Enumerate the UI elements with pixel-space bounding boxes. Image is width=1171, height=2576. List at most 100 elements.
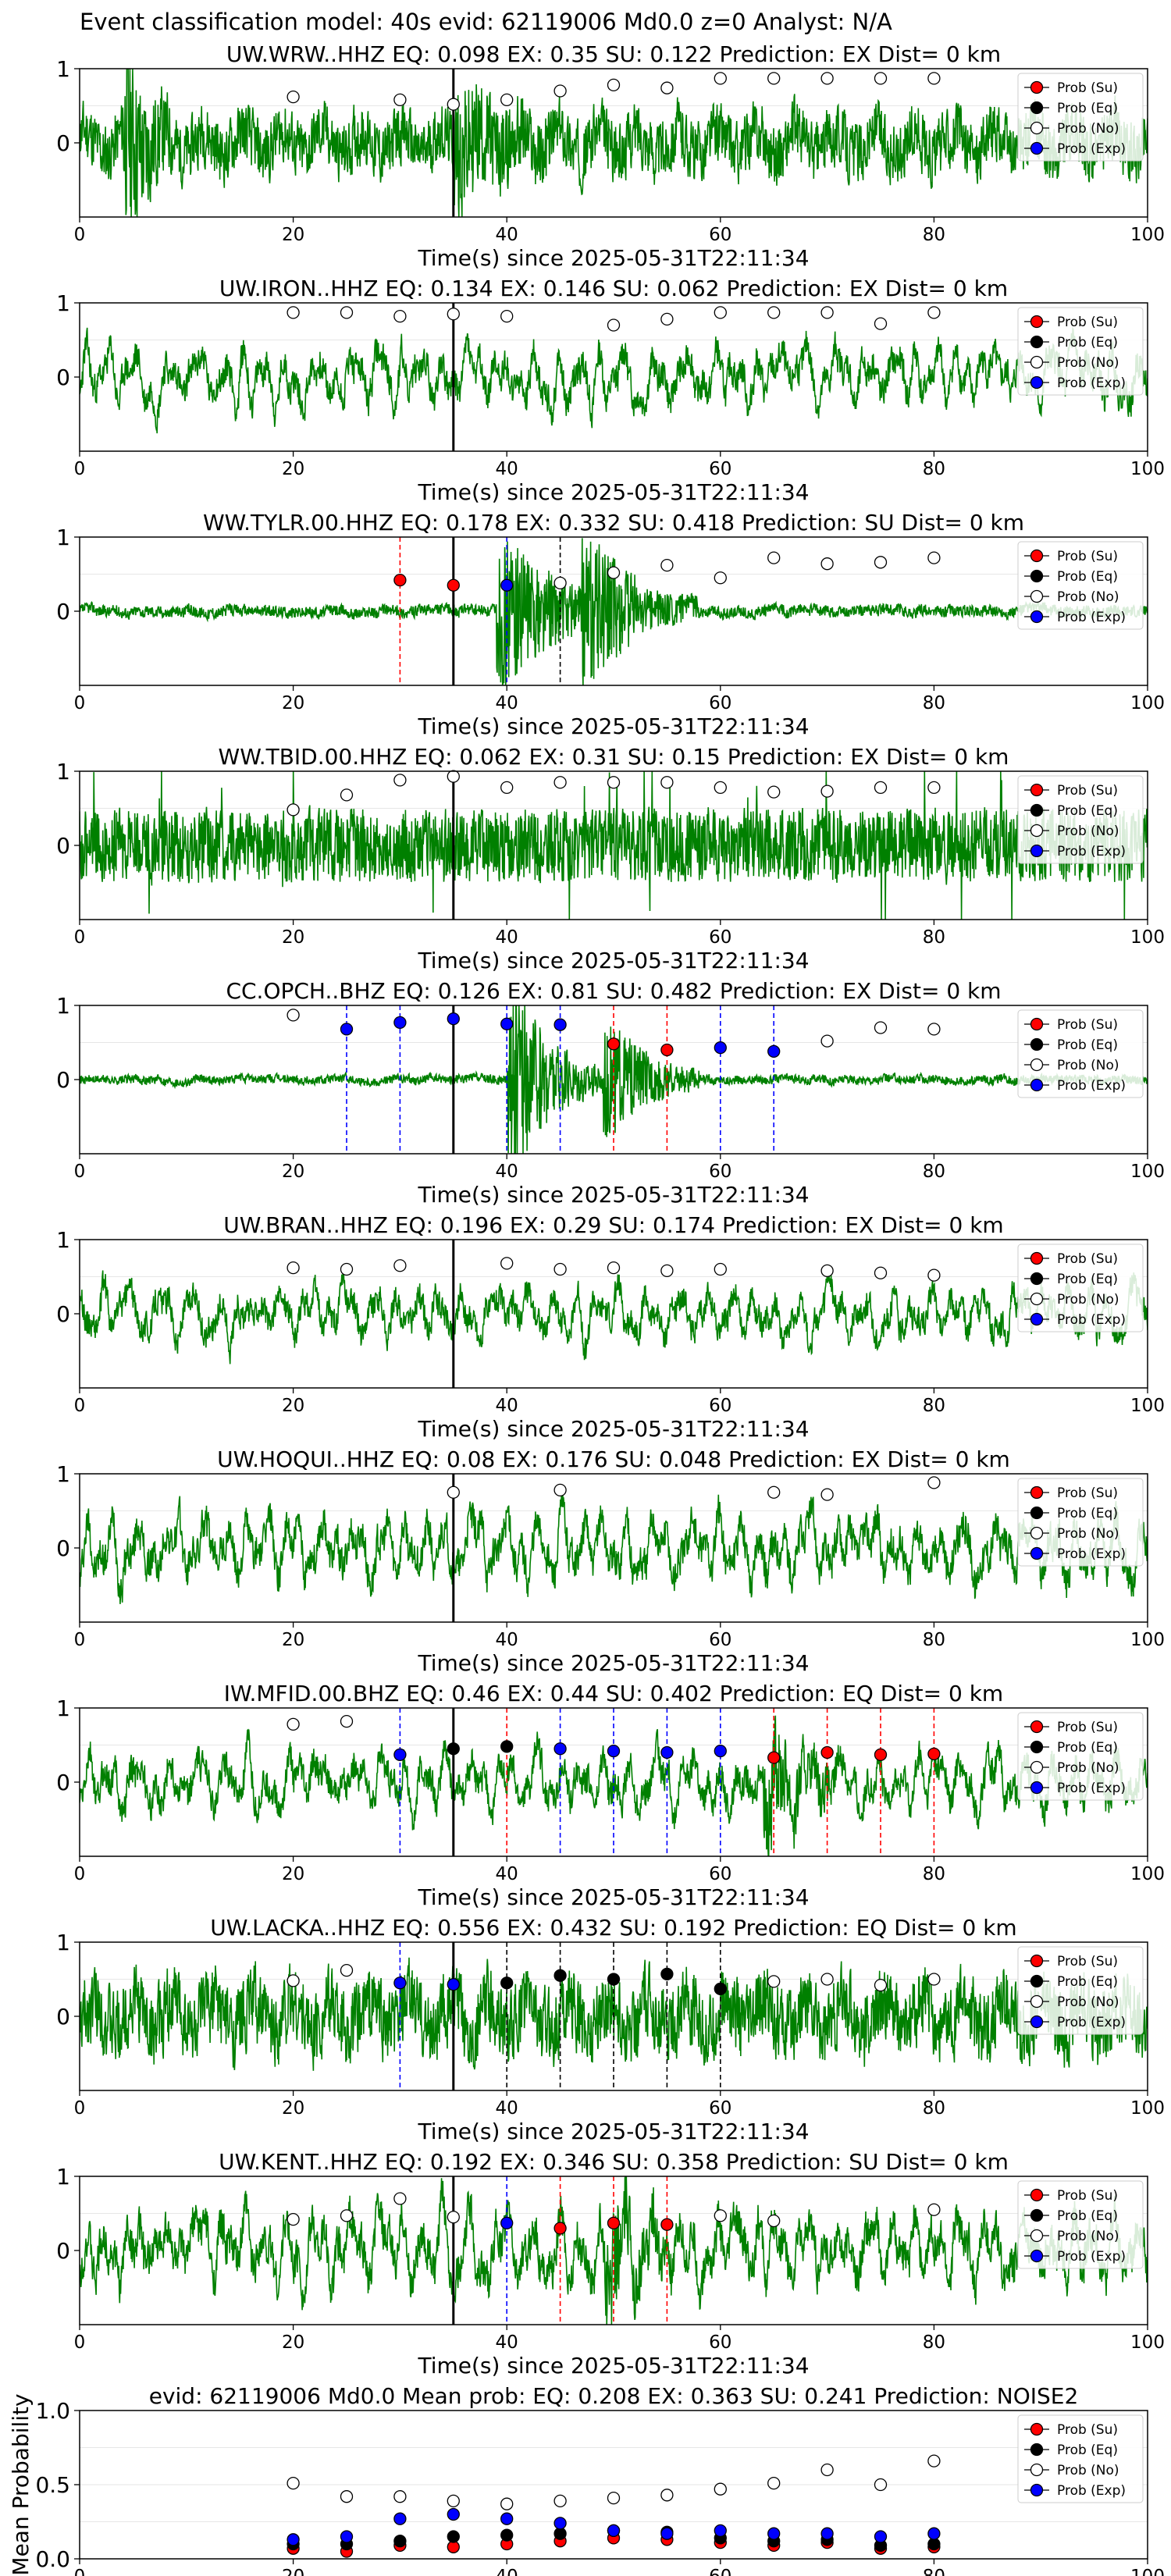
prob-point-exp (714, 1744, 727, 1758)
x-tick-label: 80 (923, 693, 945, 713)
x-tick-label: 0 (74, 2567, 86, 2576)
legend-label: Prob (Eq) (1057, 101, 1118, 116)
prob-point-exp (393, 1748, 407, 1762)
prob-point-no (767, 551, 781, 564)
prob-point-no (820, 306, 834, 319)
prob-point-no (820, 785, 834, 798)
x-tick-label: 100 (1130, 2332, 1165, 2353)
y-tick-label: 0 (56, 599, 70, 624)
prob-point-no (767, 785, 781, 799)
prob-point-no (767, 72, 781, 85)
x-tick-label: 80 (923, 2567, 945, 2576)
legend-marker-su (1030, 1017, 1044, 1031)
y-tick-label: 1 (56, 56, 70, 82)
y-tick-label: 0.5 (35, 2472, 70, 2498)
prob-point-eq (393, 2535, 407, 2548)
legend-label: Prob (Su) (1057, 2422, 1118, 2438)
x-tick-label: 40 (496, 1630, 518, 1650)
panel-10: UW.KENT..HHZ EQ: 0.192 EX: 0.346 SU: 0.3… (56, 2149, 1165, 2379)
x-axis-label: Time(s) since 2025-05-31T22:11:34 (417, 479, 809, 505)
x-tick-label: 60 (709, 2098, 731, 2119)
x-axis-label: Time(s) since 2025-05-31T22:11:34 (417, 713, 809, 739)
x-tick-label: 80 (923, 2332, 945, 2353)
legend: Prob (Su) Prob (Eq) Prob (No) Prob (Exp) (1017, 2180, 1144, 2269)
legend-box (1017, 2180, 1144, 2269)
waveform-trace (80, 771, 1148, 920)
legend: Prob (Su) Prob (Eq) Prob (No) Prob (Exp) (1017, 1712, 1144, 1801)
prob-point-no (714, 2482, 727, 2496)
prob-point-no (553, 776, 567, 789)
legend-label: Prob (Su) (1057, 1954, 1118, 1969)
prob-point-exp (500, 578, 514, 592)
x-tick-label: 0 (74, 1864, 86, 1884)
legend-label: Prob (Eq) (1057, 1740, 1118, 1756)
legend-marker-exp (1030, 1312, 1044, 1326)
legend-label: Prob (No) (1057, 824, 1119, 839)
prob-point-su (607, 1037, 621, 1051)
legend-box (1017, 541, 1144, 630)
x-tick-label: 80 (923, 2098, 945, 2119)
prob-point-no (340, 1963, 354, 1977)
legend-marker-eq (1030, 1272, 1044, 1286)
waveform-trace (80, 538, 1148, 685)
legend-box (1017, 1009, 1144, 1098)
prob-point-exp (714, 1041, 727, 1055)
panel-2: UW.IRON..HHZ EQ: 0.134 EX: 0.146 SU: 0.0… (56, 276, 1165, 505)
x-tick-label: 100 (1130, 459, 1165, 479)
panel-6: UW.BRAN..HHZ EQ: 0.196 EX: 0.29 SU: 0.17… (56, 1212, 1165, 1442)
legend-marker-no (1030, 2463, 1044, 2477)
x-tick-label: 100 (1130, 225, 1165, 245)
legend-label: Prob (Exp) (1057, 844, 1126, 859)
x-tick-label: 100 (1130, 1396, 1165, 1416)
series-exp (500, 578, 514, 592)
legend-label: Prob (No) (1057, 1058, 1119, 1073)
legend-marker-eq (1030, 1506, 1044, 1520)
y-tick-label: 0 (56, 2004, 70, 2030)
x-tick-label: 60 (709, 693, 731, 713)
prob-point-no (447, 2494, 460, 2508)
waveform-trace (80, 1005, 1148, 1154)
legend-label: Prob (No) (1057, 355, 1119, 371)
x-tick-label: 100 (1130, 1162, 1165, 1182)
prob-point-no (500, 781, 514, 795)
prob-point-no (447, 2211, 460, 2224)
legend-label: Prob (No) (1057, 1526, 1119, 1542)
prob-point-no (447, 1485, 460, 1499)
legend-label: Prob (Eq) (1057, 803, 1118, 819)
prob-point-no (447, 770, 460, 783)
prob-point-su (447, 578, 460, 592)
series-exp (340, 1012, 781, 1059)
prob-point-no (874, 556, 888, 569)
prob-point-no (820, 1034, 834, 1048)
legend-box (1017, 307, 1144, 396)
waveform-trace (80, 1269, 1148, 1364)
legend-label: Prob (Eq) (1057, 2208, 1118, 2224)
x-tick-label: 20 (282, 2567, 304, 2576)
x-tick-label: 40 (496, 1396, 518, 1416)
legend-marker-no (1030, 1760, 1044, 1774)
prob-point-no (767, 1485, 781, 1499)
series-no (287, 1009, 941, 1048)
series-su (393, 573, 460, 592)
series-exp (393, 1976, 460, 1991)
prob-point-no (287, 2212, 300, 2226)
x-tick-label: 0 (74, 459, 86, 479)
prob-point-no (714, 2209, 727, 2222)
series-eq (447, 1740, 514, 1756)
x-axis-label: Time(s) since 2025-05-31T22:11:34 (417, 2119, 809, 2144)
x-tick-label: 80 (923, 225, 945, 245)
prob-point-su (820, 1745, 834, 1759)
panel-title: UW.KENT..HHZ EQ: 0.192 EX: 0.346 SU: 0.3… (219, 2149, 1009, 2175)
legend-label: Prob (Eq) (1057, 1272, 1118, 1287)
prob-point-exp (553, 1018, 567, 1031)
legend-label: Prob (No) (1057, 2229, 1119, 2244)
prob-point-no (927, 2454, 941, 2467)
prob-point-eq (500, 1740, 514, 1753)
legend-marker-eq (1030, 101, 1044, 115)
legend-label: Prob (Eq) (1057, 1506, 1118, 1521)
legend-marker-su (1030, 80, 1044, 94)
y-tick-label: 0 (56, 1067, 70, 1093)
prob-point-no (553, 2494, 567, 2508)
legend-label: Prob (Exp) (1057, 1312, 1126, 1328)
legend-marker-eq (1030, 2208, 1044, 2222)
